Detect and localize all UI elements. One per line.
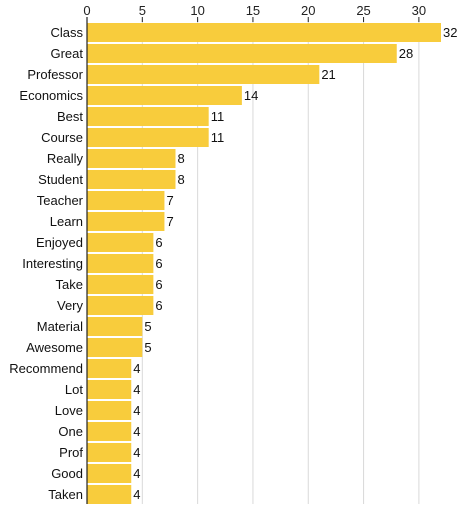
category-label: Best: [57, 109, 83, 124]
category-label: Economics: [19, 88, 83, 103]
category-label: Class: [50, 25, 83, 40]
value-label: 6: [155, 298, 162, 313]
value-label: 5: [144, 319, 151, 334]
bar-great: [87, 44, 397, 63]
x-tick-label: 5: [139, 3, 146, 18]
value-label: 11: [211, 130, 225, 145]
bar-economics: [87, 86, 242, 105]
value-label: 4: [133, 424, 140, 439]
x-tick-label: 20: [301, 3, 315, 18]
x-tick-label: 10: [190, 3, 204, 18]
value-label: 6: [155, 256, 162, 271]
value-label: 4: [133, 361, 140, 376]
bar-enjoyed: [87, 233, 154, 252]
bar-prof: [87, 443, 132, 462]
bar-interesting: [87, 254, 154, 273]
value-label: 8: [178, 172, 185, 187]
category-label: One: [58, 424, 83, 439]
category-label: Really: [47, 151, 84, 166]
category-label: Student: [38, 172, 83, 187]
category-label: Prof: [59, 445, 83, 460]
bar-lot: [87, 380, 132, 399]
value-label: 28: [399, 46, 413, 61]
category-label: Great: [50, 46, 83, 61]
value-label: 4: [133, 445, 140, 460]
bar-taken: [87, 485, 132, 504]
category-label: Very: [57, 298, 84, 313]
category-label: Awesome: [26, 340, 83, 355]
bar-good: [87, 464, 132, 483]
value-label: 7: [166, 193, 173, 208]
value-label: 4: [133, 487, 140, 502]
category-label: Professor: [27, 67, 83, 82]
bar-professor: [87, 65, 320, 84]
bar-one: [87, 422, 132, 441]
x-tick-label: 30: [412, 3, 426, 18]
bar-teacher: [87, 191, 165, 210]
value-label: 8: [178, 151, 185, 166]
category-label: Good: [51, 466, 83, 481]
bar-very: [87, 296, 154, 315]
bar-student: [87, 170, 176, 189]
value-label: 4: [133, 403, 140, 418]
value-label: 14: [244, 88, 258, 103]
value-label: 7: [166, 214, 173, 229]
bar-best: [87, 107, 209, 126]
value-label: 11: [211, 109, 225, 124]
category-label: Teacher: [37, 193, 84, 208]
bar-awesome: [87, 338, 143, 357]
bar-love: [87, 401, 132, 420]
x-tick-label: 0: [83, 3, 90, 18]
category-label: Recommend: [9, 361, 83, 376]
value-label: 4: [133, 382, 140, 397]
bar-course: [87, 128, 209, 147]
bar-recommend: [87, 359, 132, 378]
category-label: Taken: [48, 487, 83, 502]
category-label: Enjoyed: [36, 235, 83, 250]
x-tick-label: 15: [246, 3, 260, 18]
category-label: Material: [37, 319, 83, 334]
value-label: 21: [321, 67, 335, 82]
value-label: 5: [144, 340, 151, 355]
category-label: Interesting: [22, 256, 83, 271]
bar-learn: [87, 212, 165, 231]
category-label: Take: [56, 277, 83, 292]
bar-class: [87, 23, 441, 42]
value-label: 4: [133, 466, 140, 481]
value-label: 6: [155, 235, 162, 250]
category-label: Course: [41, 130, 83, 145]
value-label: 32: [443, 25, 457, 40]
value-label: 6: [155, 277, 162, 292]
category-label: Learn: [50, 214, 83, 229]
x-tick-label: 25: [356, 3, 370, 18]
category-label: Lot: [65, 382, 83, 397]
bar-material: [87, 317, 143, 336]
category-label: Love: [55, 403, 83, 418]
bar-take: [87, 275, 154, 294]
bar-really: [87, 149, 176, 168]
